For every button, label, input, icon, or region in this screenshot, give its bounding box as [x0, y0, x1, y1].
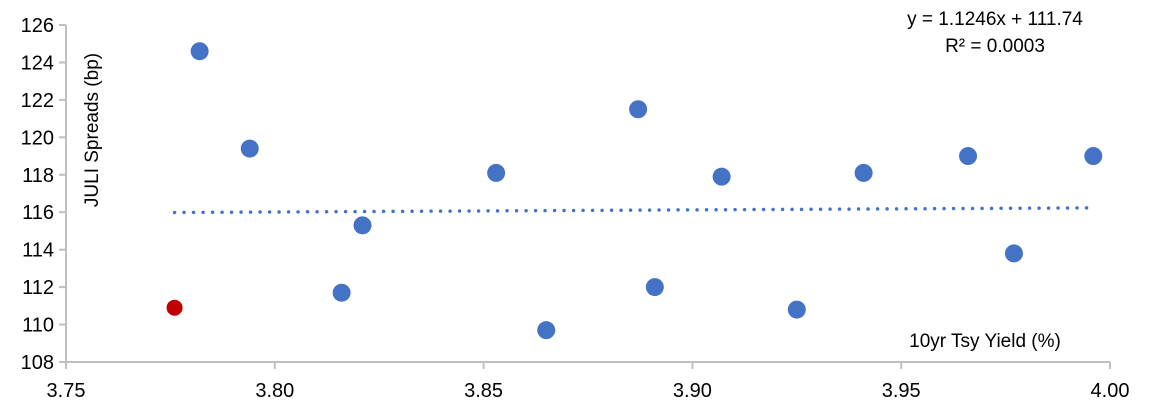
y-tick-label: 122: [21, 90, 54, 112]
data-point: [332, 283, 351, 302]
y-tick-label: 116: [22, 202, 54, 224]
x-axis-label: 10yr Tsy Yield (%): [909, 331, 1061, 352]
data-points: [166, 42, 1103, 340]
data-point: [487, 163, 506, 182]
data-point: [190, 42, 209, 61]
x-tick-label: 4.00: [1091, 380, 1130, 402]
highlighted-data-point: [166, 299, 183, 316]
y-tick-label: 108: [21, 352, 54, 374]
trendline: [172, 206, 1096, 215]
data-point: [854, 163, 873, 182]
data-point: [1004, 244, 1023, 263]
axes: 108 110 112 114 116 118 120 122 124 126 3.75 3.80 3.…: [21, 15, 1130, 402]
data-point: [959, 147, 978, 166]
data-point: [629, 100, 648, 119]
data-point: [1084, 147, 1103, 166]
y-axis-label: JULI Spreads (bp): [82, 53, 103, 207]
data-point: [787, 300, 806, 319]
trendline-r-squared: R² = 0.0003: [945, 36, 1045, 57]
data-point: [645, 278, 664, 297]
data-point: [240, 139, 259, 158]
data-point: [537, 321, 556, 340]
data-point: [712, 167, 731, 186]
y-tick-label: 110: [22, 315, 54, 337]
y-tick-label: 112: [22, 277, 54, 299]
y-tick-label: 120: [21, 127, 54, 149]
y-tick-label: 124: [21, 52, 54, 74]
x-tick-label: 3.80: [255, 380, 294, 402]
y-tick-label: 114: [22, 240, 54, 262]
trendline-equation: y = 1.1246x + 111.74: [907, 9, 1083, 30]
x-tick-label: 3.85: [464, 380, 503, 402]
x-tick-label: 3.90: [673, 380, 712, 402]
y-tick-label: 126: [21, 15, 54, 37]
y-tick-label: 118: [22, 165, 54, 187]
data-point: [353, 216, 372, 235]
x-tick-label: 3.75: [47, 380, 86, 402]
x-tick-label: 3.95: [882, 380, 921, 402]
